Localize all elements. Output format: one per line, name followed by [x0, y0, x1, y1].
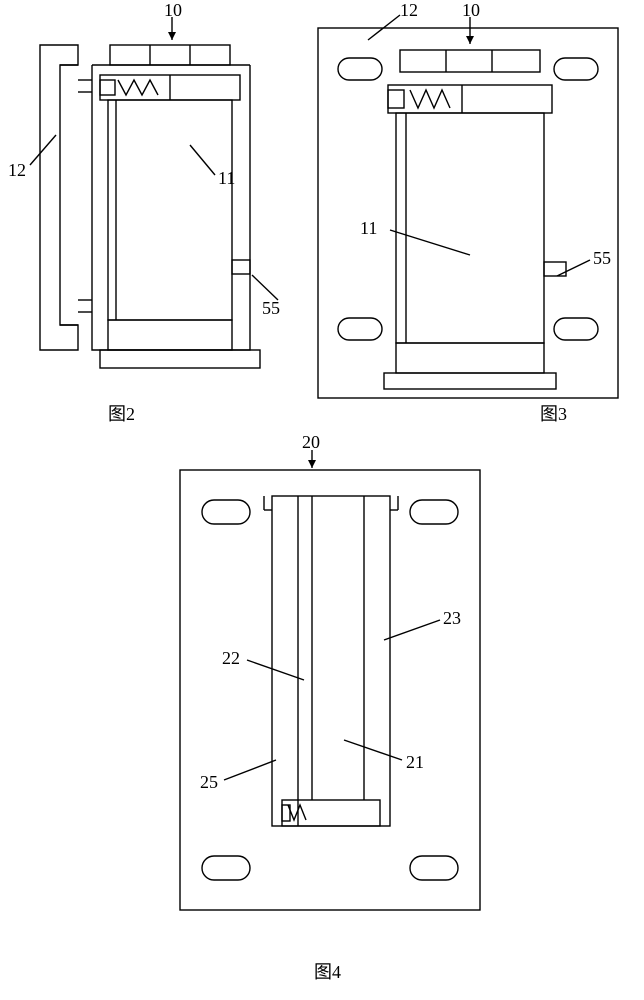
label-25-fig4: 25: [200, 772, 218, 793]
label-21-fig4: 21: [406, 752, 424, 773]
fig2-caption: 图2: [108, 400, 135, 426]
fig4-caption: 图4: [314, 958, 341, 984]
page: 图2 图3 图4 10 12 11 55 12 10 11 55 20 22 2…: [0, 0, 644, 1000]
label-55-fig3: 55: [593, 248, 611, 269]
label-11-fig3: 11: [360, 218, 377, 239]
fig3-caption: 图3: [540, 400, 567, 426]
label-20-fig4: 20: [302, 432, 320, 453]
label-22-fig4: 22: [222, 648, 240, 669]
label-55-fig2: 55: [262, 298, 280, 319]
fig2-svg: [0, 0, 644, 1000]
label-23-fig4: 23: [443, 608, 461, 629]
label-11-fig2: 11: [218, 168, 235, 189]
label-12-fig2: 12: [8, 160, 26, 181]
label-10-fig2: 10: [164, 0, 182, 21]
label-12-fig3: 12: [400, 0, 418, 21]
label-10-fig3: 10: [462, 0, 480, 21]
